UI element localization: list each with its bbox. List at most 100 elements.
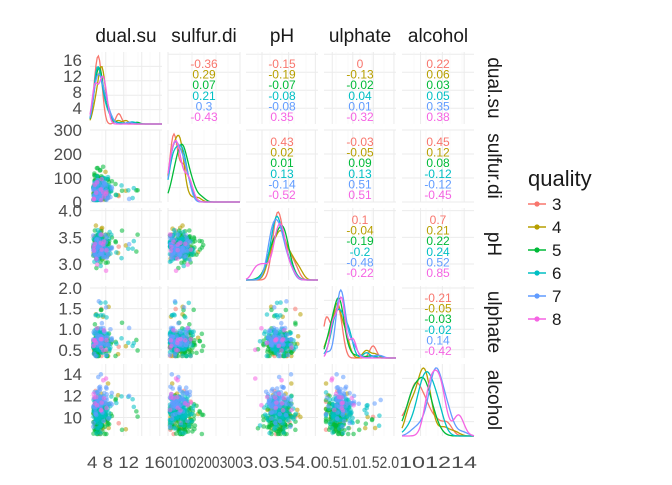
scatter-point bbox=[131, 404, 137, 410]
scatter-point bbox=[346, 415, 352, 420]
y-tick-label: 1.0 bbox=[58, 320, 82, 339]
correlation-label: 0.02 bbox=[270, 146, 294, 160]
scatter-point bbox=[101, 194, 107, 199]
scatter-point bbox=[106, 421, 112, 427]
scatter-point bbox=[364, 411, 369, 416]
scatter-point bbox=[181, 305, 187, 310]
y-tick-label: 2.0 bbox=[58, 279, 82, 298]
scatter-point bbox=[269, 416, 274, 421]
scatter-point bbox=[188, 400, 194, 405]
scatter-point bbox=[288, 381, 294, 386]
scatter-point bbox=[261, 331, 267, 337]
y-tick-label: 300 bbox=[54, 121, 82, 140]
scatter-point bbox=[293, 320, 298, 326]
scatter-point bbox=[187, 239, 192, 245]
scatter-point bbox=[171, 312, 177, 317]
y-tick-label: 1.5 bbox=[58, 300, 82, 319]
scatter-point bbox=[91, 196, 97, 202]
scatter-point bbox=[339, 395, 344, 400]
panel-1-1 bbox=[167, 130, 241, 203]
correlation-label: 0.12 bbox=[426, 146, 450, 160]
scatter-point bbox=[273, 405, 279, 411]
scatter-point bbox=[119, 394, 124, 399]
scatter-point bbox=[282, 425, 287, 431]
density-line bbox=[89, 75, 162, 125]
scatter-point bbox=[126, 188, 131, 193]
correlation-label: 0.45 bbox=[426, 135, 450, 149]
density-line bbox=[167, 139, 240, 203]
scatter-point bbox=[168, 248, 174, 254]
scatter-point bbox=[183, 342, 189, 348]
scatter-point bbox=[185, 418, 190, 424]
scatter-point bbox=[172, 299, 178, 304]
scatter-point bbox=[197, 408, 202, 414]
scatter-point bbox=[180, 390, 186, 396]
scatter-point bbox=[252, 376, 258, 381]
scatter-point bbox=[94, 262, 100, 267]
scatter-point bbox=[276, 391, 282, 397]
scatter-point bbox=[372, 401, 377, 406]
scatter-point bbox=[337, 391, 342, 396]
scatter-point bbox=[267, 424, 272, 429]
y-tick-label: 0 bbox=[73, 193, 82, 212]
y-tick-label: 16 bbox=[63, 51, 82, 70]
scatter-point bbox=[123, 343, 129, 349]
scatter-point bbox=[192, 426, 197, 432]
panel-0-4: 0.220.060.030.050.350.38 bbox=[402, 52, 474, 124]
y-tick-label: 12 bbox=[63, 387, 82, 406]
scatter-point bbox=[288, 372, 294, 377]
scatter-point bbox=[265, 349, 270, 355]
scatter-point bbox=[92, 241, 98, 247]
x-tick-label: 4 8 12 16 bbox=[87, 453, 165, 472]
scatter-point bbox=[190, 406, 196, 411]
scatter-point bbox=[187, 322, 192, 327]
scatter-point bbox=[104, 392, 109, 397]
scatter-point bbox=[325, 403, 331, 409]
scatter-point bbox=[339, 401, 344, 406]
scatter-point bbox=[126, 393, 132, 399]
panel-3-4: -0.21-0.05-0.03-0.020.14-0.42 bbox=[402, 286, 474, 358]
scatter-point bbox=[272, 347, 278, 353]
scatter-point bbox=[279, 377, 284, 383]
scatter-point bbox=[192, 423, 198, 428]
legend-key-point bbox=[534, 247, 540, 253]
scatter-point bbox=[173, 268, 179, 274]
y-tick-label: 3.5 bbox=[58, 228, 82, 247]
scatter-point bbox=[188, 247, 194, 252]
scatter-point bbox=[274, 312, 280, 318]
scatter-point bbox=[187, 228, 192, 233]
scatter-point bbox=[330, 401, 335, 407]
scatter-point bbox=[119, 188, 125, 194]
scatter-point bbox=[97, 430, 103, 435]
scatter-point bbox=[98, 307, 104, 313]
correlation-label: 0.85 bbox=[426, 266, 450, 280]
scatter-point bbox=[334, 402, 339, 407]
scatter-point bbox=[189, 350, 195, 355]
scatter-point bbox=[272, 395, 278, 400]
scatter-point bbox=[113, 239, 118, 244]
scatter-point bbox=[183, 232, 189, 238]
scatter-point bbox=[107, 229, 112, 235]
scatter-point bbox=[181, 260, 187, 265]
panel-0-2: -0.15-0.19-0.07-0.08-0.080.35 bbox=[246, 52, 318, 124]
legend-entry-label: 6 bbox=[552, 264, 561, 283]
scatter-point bbox=[98, 240, 104, 246]
column-label: alcohol bbox=[408, 26, 468, 47]
correlation-label: 0.35 bbox=[270, 110, 294, 124]
scatter-point bbox=[93, 223, 99, 228]
correlation-label: 0.13 bbox=[348, 167, 372, 181]
panel-3-0 bbox=[90, 286, 162, 359]
scatter-point bbox=[329, 425, 335, 431]
scatter-point bbox=[191, 235, 197, 240]
scatter-point bbox=[334, 372, 339, 377]
scatter-point bbox=[293, 427, 298, 433]
correlation-label: 0.35 bbox=[426, 99, 450, 113]
scatter-point bbox=[275, 431, 281, 437]
scatter-point bbox=[167, 407, 173, 413]
correlation-label: -0.14 bbox=[268, 177, 296, 191]
scatter-point bbox=[131, 340, 137, 346]
scatter-point bbox=[102, 431, 108, 437]
scatter-point bbox=[119, 427, 125, 433]
scatter-point bbox=[295, 333, 301, 339]
